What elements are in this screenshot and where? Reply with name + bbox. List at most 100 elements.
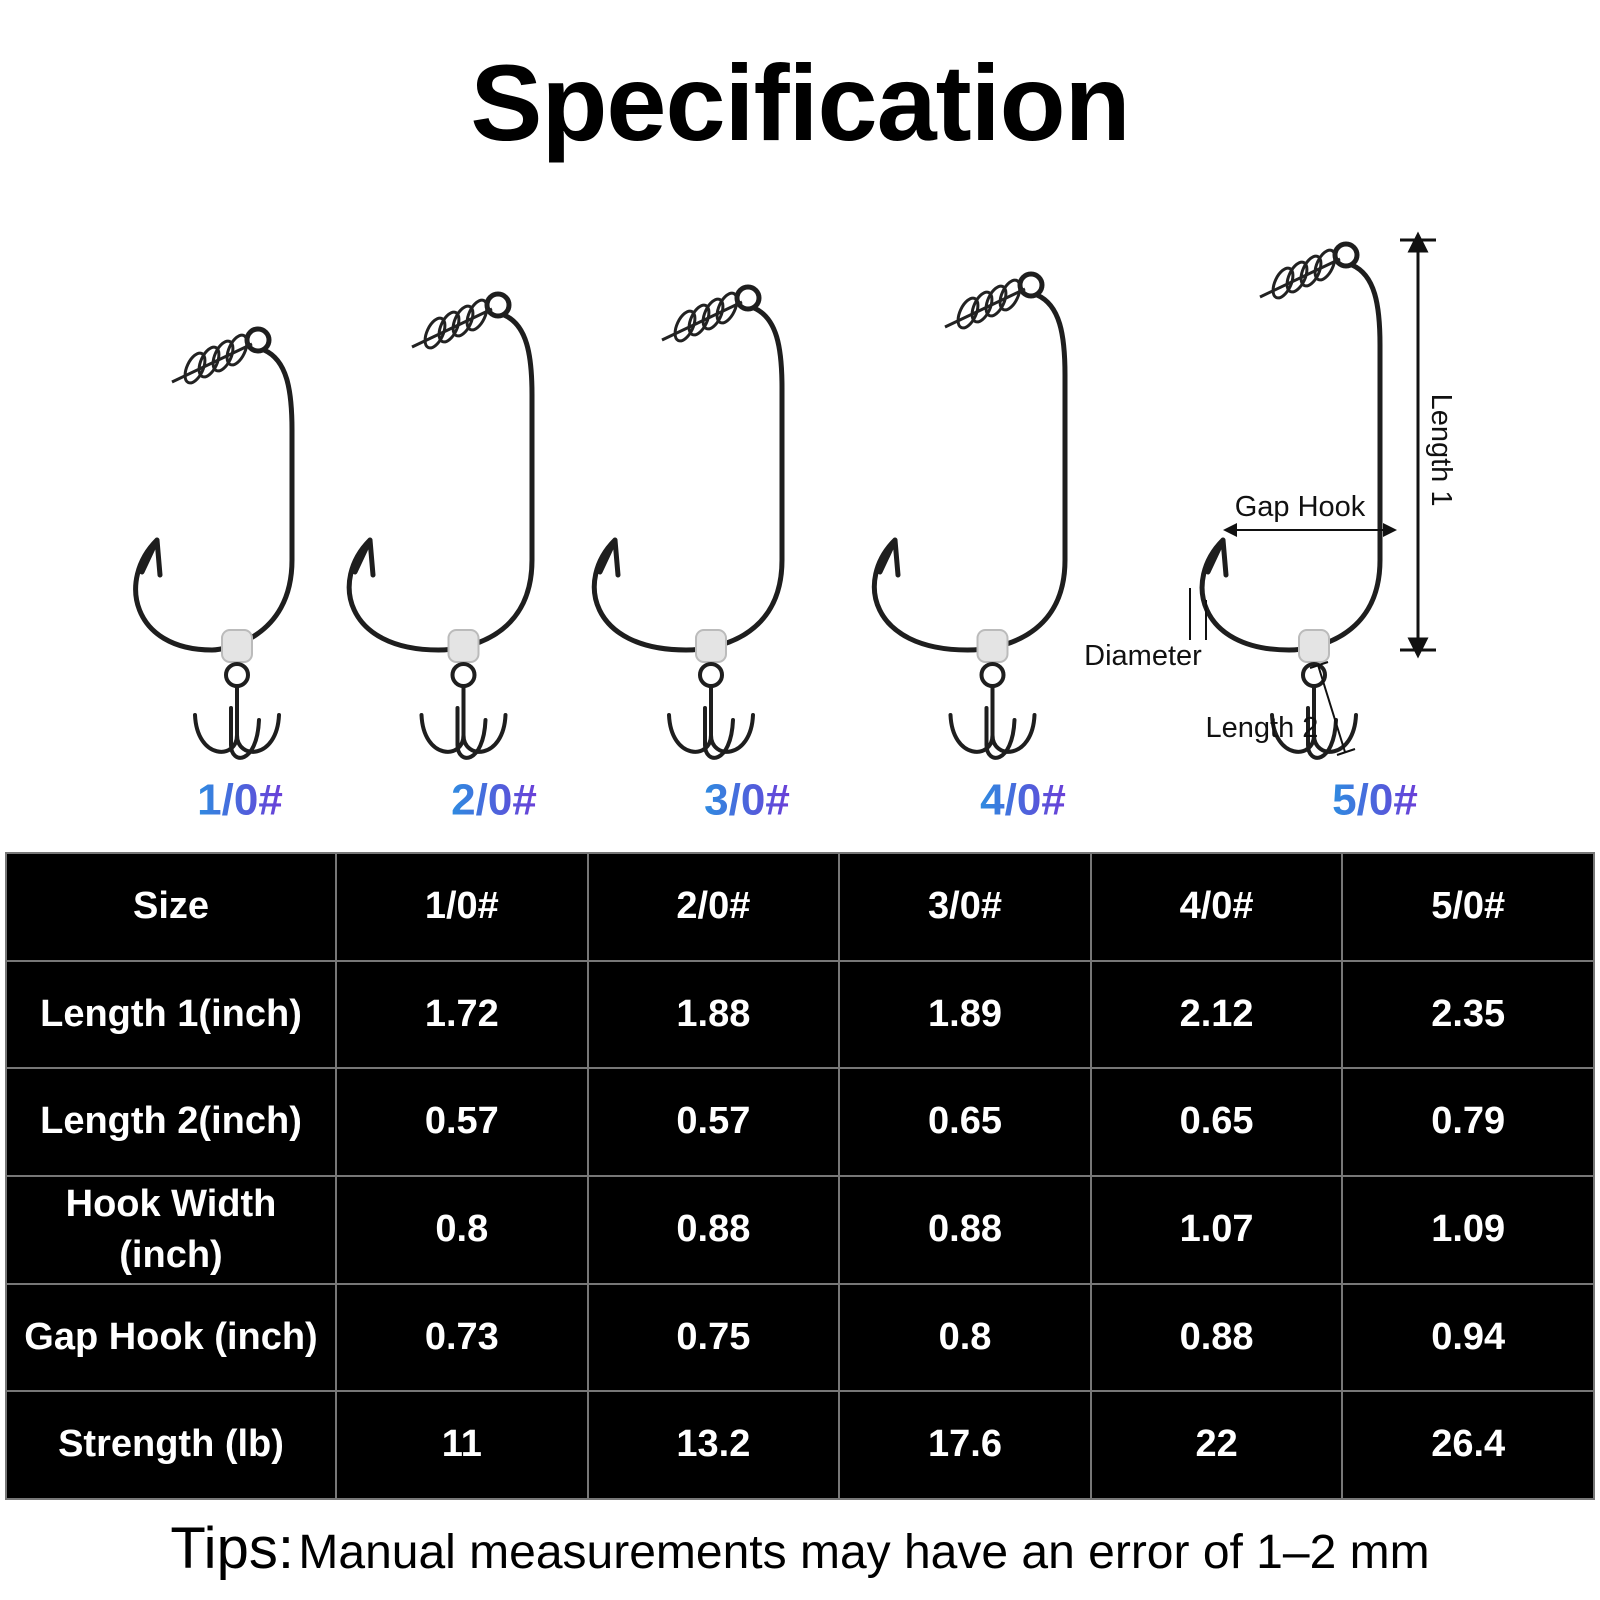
- value-cell: 26.4: [1341, 1390, 1595, 1500]
- hooks: [133, 241, 1383, 760]
- hook-body: [133, 347, 295, 653]
- header-cell: 5/0#: [1341, 852, 1595, 962]
- table-row: Strength (lb) 11 13.2 17.6 22 26.4: [5, 1390, 1595, 1500]
- spring-wire: [171, 342, 253, 384]
- tips: Tips: Manual measurements may have an er…: [0, 1515, 1600, 1582]
- tick: [1309, 661, 1329, 669]
- ring: [450, 662, 477, 688]
- hook-body: [346, 312, 535, 653]
- spring-coil: [197, 345, 221, 379]
- value-cell: 1.88: [586, 959, 841, 1070]
- bead: [1298, 629, 1330, 663]
- table-header-row: Size 1/0# 2/0# 3/0# 4/0# 5/0#: [5, 852, 1595, 962]
- treble-hook: [193, 686, 281, 760]
- value-cell: 1.89: [838, 959, 1092, 1070]
- hook-body: [871, 292, 1068, 653]
- value-cell: 0.8: [335, 1174, 589, 1285]
- row-label: Length 1(inch): [5, 959, 337, 1070]
- ring: [698, 662, 724, 688]
- ring: [224, 662, 250, 688]
- hook-eye: [734, 284, 762, 312]
- table-row: Gap Hook (inch) 0.73 0.75 0.8 0.88 0.94: [5, 1282, 1595, 1393]
- hook-eye: [484, 291, 512, 319]
- value-cell: 1.09: [1341, 1174, 1595, 1285]
- row-label: Gap Hook (inch): [5, 1282, 337, 1393]
- header-cell: Size: [5, 852, 337, 962]
- value-cell: 2.12: [1089, 959, 1344, 1070]
- ring: [979, 662, 1006, 688]
- hook-body: [591, 305, 785, 653]
- spring-wire: [411, 307, 493, 349]
- treble-hook: [419, 686, 508, 760]
- table-row: Length 1(inch) 1.72 1.88 1.89 2.12 2.35: [5, 959, 1595, 1070]
- value-cell: 17.6: [838, 1390, 1092, 1500]
- header-cell: 1/0#: [335, 852, 589, 962]
- annotations: Length 1 Gap Hook Diameter Length 2: [1084, 231, 1457, 756]
- hook-size-label: 5/0#: [1332, 776, 1418, 825]
- tick: [1336, 748, 1356, 756]
- bead: [447, 629, 480, 663]
- spring-coil: [984, 284, 1008, 318]
- gap-hook-label: Gap Hook: [1235, 491, 1366, 523]
- value-cell: 2.35: [1341, 959, 1595, 1070]
- spring-coil: [701, 297, 725, 331]
- spring-coil: [1299, 254, 1323, 288]
- spring-coil: [465, 298, 489, 332]
- hook-illustrations: Length 1 Gap Hook Diameter Length 2 1/0#…: [133, 231, 1457, 825]
- value-cell: 0.88: [586, 1174, 841, 1285]
- header-cell: 4/0#: [1089, 852, 1344, 962]
- treble-hook: [948, 686, 1037, 760]
- tips-label: Tips:: [170, 1516, 294, 1581]
- row-label: Hook Width (inch): [5, 1174, 337, 1285]
- spring-coil: [956, 296, 980, 330]
- hook-size-label: 1/0#: [197, 776, 283, 825]
- table-row: Hook Width (inch) 0.8 0.88 0.88 1.07 1.09: [5, 1174, 1595, 1285]
- title: Specification: [470, 42, 1130, 163]
- bead: [221, 629, 253, 663]
- value-cell: 0.75: [586, 1282, 841, 1393]
- spring-coil: [998, 278, 1022, 312]
- spring-wire: [944, 287, 1026, 329]
- header-cell: 2/0#: [586, 852, 841, 962]
- hook-size-label: 4/0#: [980, 776, 1066, 825]
- spring-coil: [225, 333, 249, 367]
- spring-wire: [1259, 257, 1341, 299]
- hook-size-label: 3/0#: [704, 776, 790, 825]
- value-cell: 1.72: [335, 959, 589, 1070]
- length1-label: Length 1: [1425, 394, 1457, 507]
- value-cell: 11: [335, 1390, 589, 1500]
- spring-coil: [1271, 266, 1295, 300]
- value-cell: 1.07: [1089, 1174, 1344, 1285]
- hook-size-label: 2/0#: [451, 776, 537, 825]
- value-cell: 22: [1089, 1390, 1344, 1500]
- bead: [695, 629, 727, 663]
- value-cell: 0.57: [586, 1067, 841, 1177]
- value-cell: 0.8: [838, 1282, 1092, 1393]
- spring-coil: [1285, 260, 1309, 294]
- value-cell: 13.2: [586, 1390, 841, 1500]
- row-label: Strength (lb): [5, 1390, 337, 1500]
- header-cell: 3/0#: [838, 852, 1092, 962]
- spring-coil: [451, 304, 475, 338]
- treble-hook: [1270, 686, 1358, 760]
- spring-coil: [715, 291, 739, 325]
- hook-eye: [244, 326, 272, 354]
- bead: [976, 629, 1009, 663]
- value-cell: 0.65: [838, 1067, 1092, 1177]
- spec-table: Size 1/0# 2/0# 3/0# 4/0# 5/0# Length 1(inch) 1.…: [5, 852, 1595, 1500]
- value-cell: 0.65: [1089, 1067, 1344, 1177]
- spring-coil: [1313, 248, 1337, 282]
- diameter-label: Diameter: [1084, 640, 1202, 672]
- value-cell: 0.57: [335, 1067, 589, 1177]
- table-row: Length 2(inch) 0.57 0.57 0.65 0.65 0.79: [5, 1067, 1595, 1177]
- spring-wire: [661, 300, 743, 342]
- length2-label: Length 2: [1206, 712, 1319, 744]
- hook-body: [1199, 262, 1383, 653]
- spring-coil: [687, 303, 711, 337]
- tips-text: Manual measurements may have an error of…: [298, 1526, 1430, 1579]
- length2-line: [1317, 664, 1346, 753]
- spring-coil: [423, 316, 447, 350]
- value-cell: 0.79: [1341, 1067, 1595, 1177]
- value-cell: 0.88: [838, 1174, 1092, 1285]
